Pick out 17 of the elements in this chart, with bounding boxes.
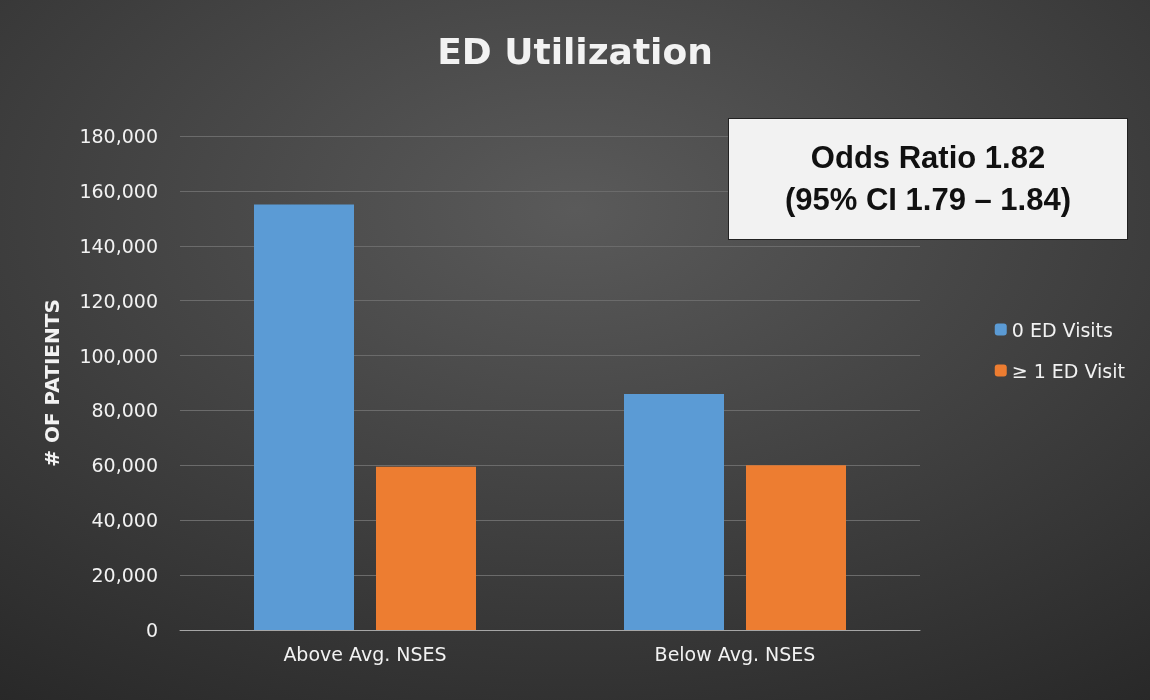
y-tick-label: 100,000	[79, 344, 158, 367]
chart-title: ED Utilization	[437, 30, 713, 72]
legend-label: 0 ED Visits	[1011, 318, 1113, 341]
y-tick-label: 60,000	[91, 454, 158, 477]
y-tick-label: 20,000	[91, 564, 158, 587]
y-tick-label: 140,000	[79, 234, 158, 257]
y-tick-label: 180,000	[79, 125, 158, 147]
x-tick-label: Above Avg. NSES	[283, 642, 447, 665]
y-tick-label: 160,000	[79, 179, 158, 202]
x-tick-label: Below Avg. NSES	[654, 642, 816, 665]
y-tick-label: 0	[145, 619, 158, 641]
note-box: Odds Ratio 1.82 (95% CI 1.79 – 1.84)	[728, 118, 1128, 240]
legend-label: ≥ 1 ED Visit	[1011, 359, 1125, 382]
y-tick-label: 80,000	[91, 399, 158, 422]
y-axis-title: # OF PATIENTS	[40, 299, 64, 467]
y-tick-label: 40,000	[91, 509, 158, 532]
y-tick-label: 120,000	[79, 289, 158, 312]
